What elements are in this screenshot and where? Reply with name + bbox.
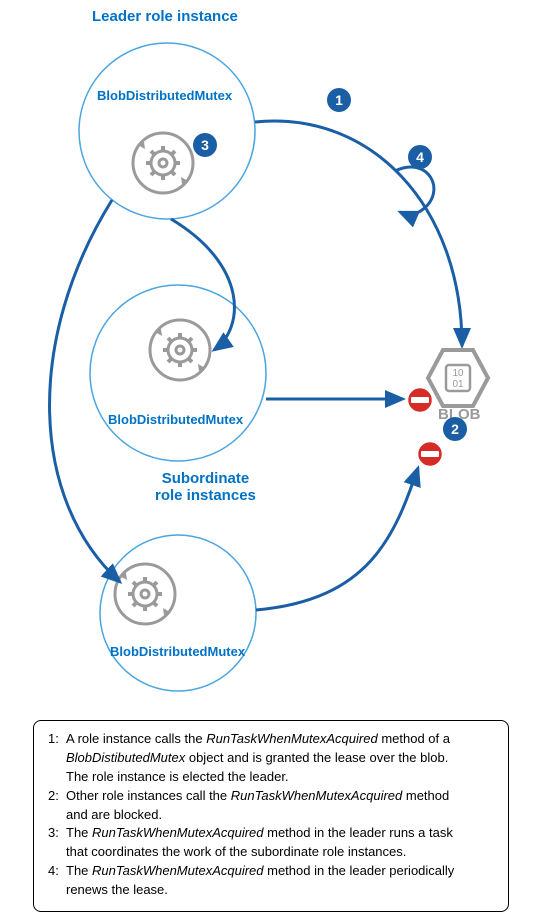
gear-icon-sub1 xyxy=(150,320,210,380)
diagram-canvas: Leader role instance Subordinate role in… xyxy=(0,0,542,886)
denied-icon-1 xyxy=(407,387,433,413)
svg-text:01: 01 xyxy=(452,379,464,390)
denied-icon-2 xyxy=(417,441,443,467)
blob-icon: 10 01 xyxy=(428,350,488,406)
mutex-label-sub2: BlobDistributedMutex xyxy=(110,644,245,659)
badge-3: 3 xyxy=(193,133,217,157)
mutex-label-sub1: BlobDistributedMutex xyxy=(108,412,243,427)
subordinate-circle-1 xyxy=(90,285,266,461)
legend-line-7: that coordinates the work of the subordi… xyxy=(48,844,494,861)
gear-icon-sub2 xyxy=(115,564,175,624)
legend-line-9: renews the lease. xyxy=(48,882,494,899)
badge-2: 2 xyxy=(443,417,467,441)
badge-1: 1 xyxy=(327,88,351,112)
mutex-label-leader: BlobDistributedMutex xyxy=(97,88,232,103)
legend-line-6: 3: The RunTaskWhenMutexAcquired method i… xyxy=(48,825,494,842)
legend-line-2: BlobDistibutedMutex object and is grante… xyxy=(48,750,494,767)
svg-text:10: 10 xyxy=(452,368,464,379)
badge-4: 4 xyxy=(408,145,432,169)
gear-icon-leader xyxy=(133,133,193,193)
legend-line-1: 1: A role instance calls the RunTaskWhen… xyxy=(48,731,494,748)
legend-line-8: 4: The RunTaskWhenMutexAcquired method i… xyxy=(48,863,494,880)
arrow-sub2-to-denied2 xyxy=(256,468,418,610)
arrow-big-left-arc xyxy=(50,200,120,582)
legend-line-4: 2: Other role instances call the RunTask… xyxy=(48,788,494,805)
legend-box: 1: A role instance calls the RunTaskWhen… xyxy=(33,720,509,912)
legend-line-5: and are blocked. xyxy=(48,807,494,824)
diagram-svg: 10 01 xyxy=(0,0,542,720)
legend-line-3: The role instance is elected the leader. xyxy=(48,769,494,786)
